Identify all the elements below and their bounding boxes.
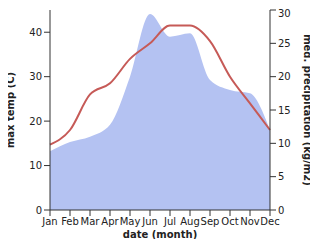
svg-text:Sep: Sep xyxy=(201,216,220,227)
svg-text:40: 40 xyxy=(29,27,42,38)
svg-text:0: 0 xyxy=(278,205,284,216)
svg-text:Mar: Mar xyxy=(81,216,101,227)
svg-text:May: May xyxy=(120,216,141,227)
svg-text:10: 10 xyxy=(278,138,291,149)
svg-text:0: 0 xyxy=(36,205,42,216)
svg-text:Jun: Jun xyxy=(141,216,158,227)
svg-text:20: 20 xyxy=(278,71,291,82)
svg-text:10: 10 xyxy=(29,160,42,171)
svg-text:20: 20 xyxy=(29,116,42,127)
svg-text:Feb: Feb xyxy=(61,216,79,227)
svg-text:30: 30 xyxy=(29,71,42,82)
svg-text:30: 30 xyxy=(278,8,291,19)
svg-text:Nov: Nov xyxy=(240,216,260,227)
svg-text:25: 25 xyxy=(278,38,291,49)
svg-text:Jan: Jan xyxy=(41,216,57,227)
svg-text:Aug: Aug xyxy=(180,216,200,227)
svg-text:5: 5 xyxy=(278,171,284,182)
svg-text:date (month): date (month) xyxy=(123,229,197,239)
svg-text:Jul: Jul xyxy=(163,216,176,227)
svg-text:15: 15 xyxy=(278,105,291,116)
svg-text:Dec: Dec xyxy=(260,216,279,227)
svg-text:Apr: Apr xyxy=(101,216,119,227)
svg-text:max temp (C): max temp (C) xyxy=(8,72,16,148)
svg-text:med. precipitation (kg/m2): med. precipitation (kg/m2) xyxy=(302,34,310,186)
svg-text:Oct: Oct xyxy=(221,216,238,227)
